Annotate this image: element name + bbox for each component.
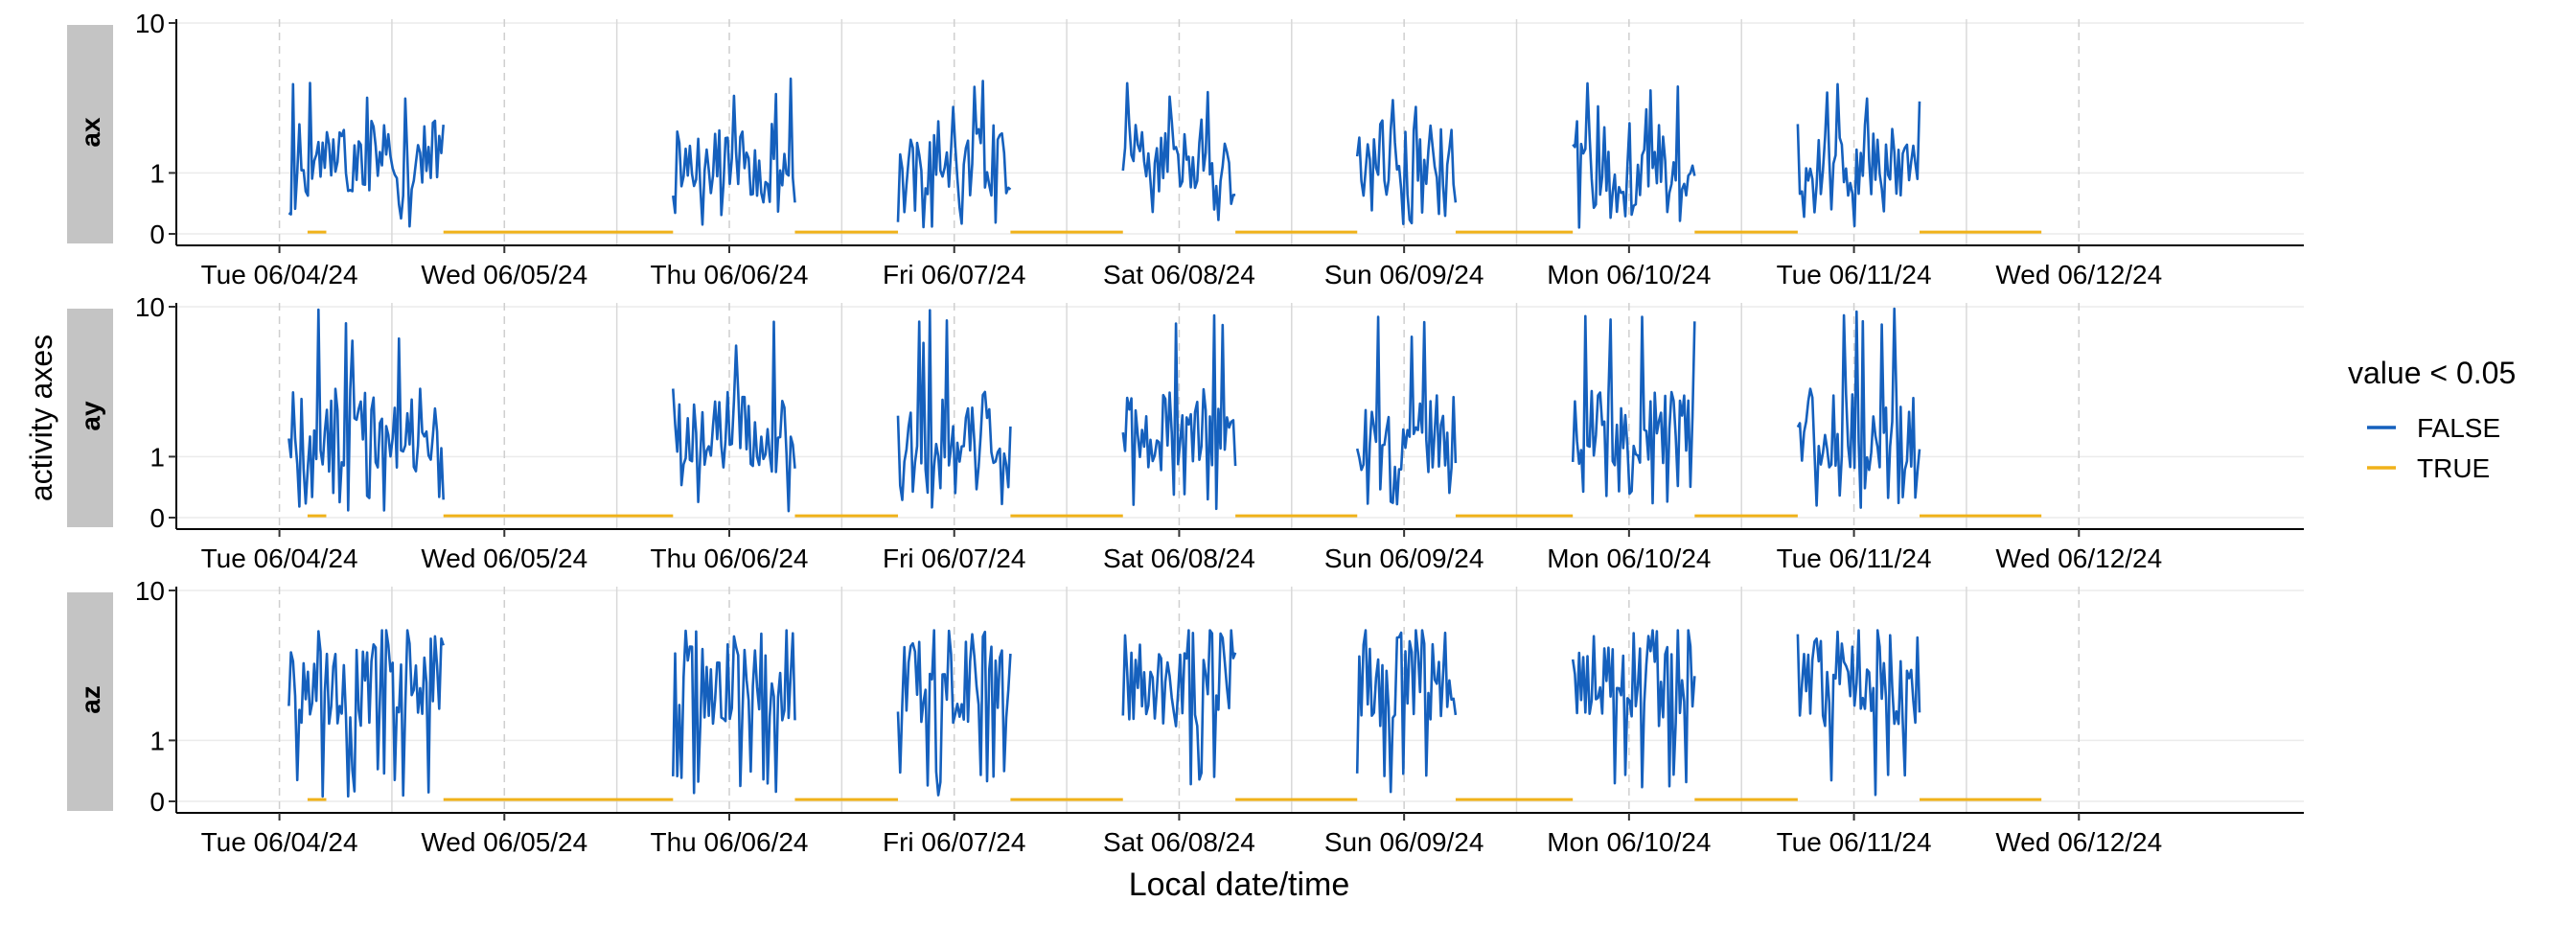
x-tick-label: Tue 06/04/24 [201, 260, 358, 289]
facet-strip-label: ay [76, 401, 105, 431]
series-line-false [896, 629, 1012, 797]
panel-az: az 0 1 10 Tue 06/04/24 Wed 06/05/24 Thu 06/06/… [67, 576, 2304, 857]
panel-ay: ay 0 1 10 Tue 06/04/24 Wed 06/05/24 Thu 06/06/… [67, 292, 2304, 573]
series-line-false [1796, 307, 1921, 509]
y-tick-label: 0 [150, 787, 165, 817]
series-line-false [1571, 314, 1696, 505]
series-line-false [1121, 313, 1237, 511]
facet-strip-az [67, 592, 113, 811]
x-tick-label: Sun 06/09/24 [1324, 827, 1484, 857]
facet-strip-ax [67, 25, 113, 243]
legend: value < 0.05 FALSE TRUE [2348, 356, 2516, 483]
series-line-false [896, 309, 1012, 509]
series-line-false [288, 308, 445, 512]
x-tick-label: Thu 06/06/24 [650, 827, 808, 857]
x-tick-label: Sat 06/08/24 [1103, 260, 1255, 289]
series-line-false [1796, 629, 1921, 797]
x-tick-label: Wed 06/05/24 [421, 543, 587, 573]
x-tick-label: Sun 06/09/24 [1324, 260, 1484, 289]
x-tick-label: Sun 06/09/24 [1324, 543, 1484, 573]
x-tick-label: Tue 06/04/24 [201, 827, 358, 857]
legend-label-true: TRUE [2417, 453, 2490, 483]
x-tick-label: Thu 06/06/24 [650, 260, 808, 289]
x-tick-label: Sat 06/08/24 [1103, 543, 1255, 573]
facet-strip-label: az [76, 685, 105, 714]
facet-strip-label: ax [76, 117, 105, 148]
series-line-false [1796, 82, 1921, 228]
y-tick-label: 0 [150, 220, 165, 249]
x-tick-label: Thu 06/06/24 [650, 543, 808, 573]
y-tick-label: 1 [150, 158, 165, 188]
x-tick-label: Mon 06/10/24 [1547, 827, 1711, 857]
series-line-false [1355, 99, 1458, 225]
series-line-false [288, 81, 445, 228]
series-line-false [1571, 629, 1696, 789]
x-tick-label: Mon 06/10/24 [1547, 260, 1711, 289]
y-axis-title: activity axes [24, 335, 58, 501]
panel-ax: ax 0 1 10 Tue 06/04/24 Wed 06/05/24 Thu 06/06/… [67, 9, 2304, 289]
x-tick-label: Wed 06/12/24 [1995, 543, 2162, 573]
series-line-false [672, 320, 796, 513]
series-line-false [896, 80, 1012, 229]
y-tick-label: 10 [135, 9, 165, 38]
legend-label-false: FALSE [2417, 413, 2500, 443]
legend-title: value < 0.05 [2348, 356, 2516, 390]
y-tick-label: 10 [135, 576, 165, 606]
series-line-false [288, 629, 445, 798]
series-line-false [1572, 81, 1696, 229]
series-line-false [1355, 629, 1458, 794]
x-tick-label: Tue 06/04/24 [201, 543, 358, 573]
y-tick-label: 1 [150, 442, 165, 472]
x-tick-label: Mon 06/10/24 [1547, 543, 1711, 573]
x-tick-label: Wed 06/05/24 [421, 827, 587, 857]
x-tick-label: Wed 06/12/24 [1995, 827, 2162, 857]
series-line-false [1121, 629, 1237, 786]
x-tick-label: Fri 06/07/24 [883, 827, 1025, 857]
series-line-false [1121, 81, 1236, 221]
x-tick-label: Fri 06/07/24 [883, 543, 1025, 573]
x-tick-label: Tue 06/11/24 [1777, 260, 1932, 289]
facet-strip-ay [67, 309, 113, 527]
x-tick-label: Tue 06/11/24 [1777, 543, 1932, 573]
series-line-false [672, 629, 796, 795]
x-axis-title: Local date/time [1129, 867, 1350, 903]
x-tick-label: Fri 06/07/24 [883, 260, 1025, 289]
y-tick-label: 0 [150, 503, 165, 533]
series-line-false [1355, 315, 1458, 506]
x-tick-label: Wed 06/05/24 [421, 260, 587, 289]
series-line-false [672, 77, 796, 226]
x-tick-label: Tue 06/11/24 [1777, 827, 1932, 857]
x-tick-label: Sat 06/08/24 [1103, 827, 1255, 857]
y-tick-label: 1 [150, 726, 165, 755]
x-tick-label: Wed 06/12/24 [1995, 260, 2162, 289]
y-tick-label: 10 [135, 292, 165, 322]
